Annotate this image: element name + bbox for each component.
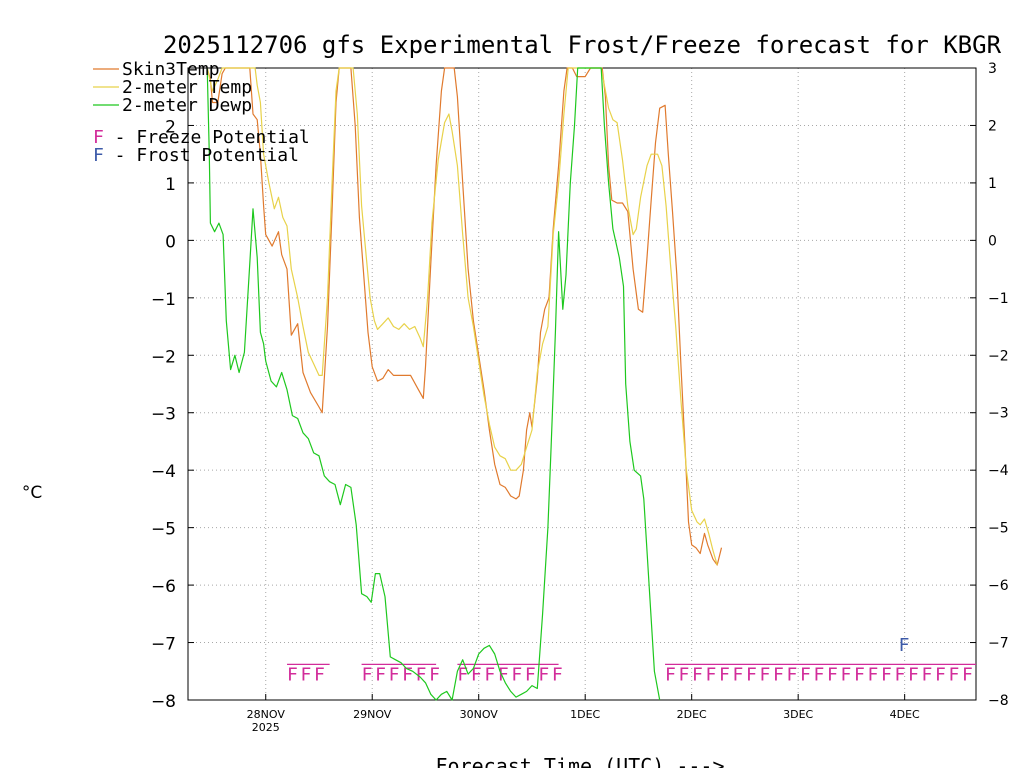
y-tick-label-right: 2 [988,118,997,134]
freeze-marker: F [760,664,771,685]
y-tick-label: −4 [151,462,176,482]
grid [188,68,976,700]
freeze-marker: F [733,664,744,685]
y-axis-right: 3 2 1 0 −1 −2 −3 −4 −5 −6 −7 −8 [970,61,1009,709]
freeze-marker: F [429,664,440,685]
freeze-marker: F [935,664,946,685]
y-axis-left: 3 2 1 0 −1 −2 −3 −4 −5 −6 −7 −8 [151,60,194,712]
y-tick-label-right: −2 [988,348,1009,364]
y-tick-label-right: −5 [988,521,1009,537]
y-tick-label: 3 [165,60,176,80]
x-tick-label: 28NOV [247,708,286,721]
legend: Skin Temp 2-meter Temp 2-meter Dewp F - … [93,59,310,166]
freeze-f-glyph: F [93,127,104,148]
series-line-2-meter-dewp [206,67,661,701]
freeze-marker: F [692,664,703,685]
x-tick-label: 3DEC [783,708,813,721]
y-tick-label: −1 [151,290,176,310]
freeze-marker: F [800,664,811,685]
series-lines [206,67,723,701]
frost-marker: F [899,635,910,656]
y-tick-label-right: −8 [988,693,1009,709]
freeze-marker: F [949,664,960,685]
freeze-marker: F [402,664,413,685]
freeze-marker: F [922,664,933,685]
x-tick-label: 1DEC [570,708,600,721]
y-tick-label: −6 [151,577,176,597]
freeze-marker: F [665,664,676,685]
y-tick-label: −8 [151,692,176,712]
y-tick-label: 1 [165,175,176,195]
freeze-marker: F [679,664,690,685]
x-tick-sublabel: 2025 [252,721,280,734]
legend-label-2m-dewp: 2-meter Dewp [122,95,252,116]
freeze-marker: F [511,664,522,685]
y-tick-label-right: 0 [988,233,997,249]
freeze-marker: F [525,664,536,685]
freeze-marker: F [773,664,784,685]
freeze-marker: F [552,664,563,685]
y-tick-label: −5 [151,520,176,540]
y-tick-label: −7 [151,635,176,655]
freeze-marker: F [881,664,892,685]
freeze-marker: F [484,664,495,685]
legend-frost-potential: F - Frost Potential [93,145,299,166]
freeze-marker: F [706,664,717,685]
chart-title: 2025112706 gfs Experimental Frost/Freeze… [163,31,1002,59]
freeze-marker: F [362,664,373,685]
legend-label-skin-temp: Skin Temp [122,59,220,80]
frost-rest: - Frost Potential [104,145,299,166]
freeze-marker: F [314,664,325,685]
x-tick-label: 4DEC [890,708,920,721]
y-tick-label-right: 3 [988,61,997,77]
freeze-marker: F [895,664,906,685]
freeze-marker: F [538,664,549,685]
y-tick-label: 2 [165,117,176,137]
freeze-marker: F [471,664,482,685]
legend-label-2m-temp: 2-meter Temp [122,77,252,98]
freeze-marker: F [908,664,919,685]
legend-freeze-potential: F - Freeze Potential [93,127,310,148]
freeze-marker: F [868,664,879,685]
x-tick-label: 2DEC [677,708,707,721]
y-tick-label-right: −4 [988,463,1009,479]
y-tick-label: 0 [165,232,176,252]
y-tick-label: −3 [151,405,176,425]
freeze-marker: F [787,664,798,685]
y-tick-label-right: −6 [988,578,1009,594]
freeze-rest: - Freeze Potential [104,127,310,148]
freeze-marker: F [854,664,865,685]
freeze-marker: F [841,664,852,685]
freeze-marker: F [301,664,312,685]
freeze-marker: F [457,664,468,685]
freeze-marker: F [719,664,730,685]
y-tick-label-right: −3 [988,406,1009,422]
y-tick-label-right: 1 [988,176,997,192]
y-tick-label: −2 [151,347,176,367]
freeze-marker: F [746,664,757,685]
freeze-marker: F [416,664,427,685]
freeze-marker: F [814,664,825,685]
x-tick-label: 29NOV [353,708,392,721]
y-axis-label: °C [22,483,42,503]
freeze-marker: F [498,664,509,685]
plot-frame [187,67,977,701]
series-line-2-meter-temp [206,67,718,566]
freeze-marker: F [962,664,973,685]
freeze-marker: F [389,664,400,685]
frost-f-glyph: F [93,145,104,166]
x-tick-label: 30NOV [460,708,499,721]
y-tick-label-right: −1 [988,291,1009,307]
y-tick-label-right: −7 [988,636,1009,652]
freeze-marker: F [827,664,838,685]
x-axis-label: Forecast Time (UTC) ---> [436,754,725,768]
freeze-marker: F [287,664,298,685]
freeze-marker: F [375,664,386,685]
